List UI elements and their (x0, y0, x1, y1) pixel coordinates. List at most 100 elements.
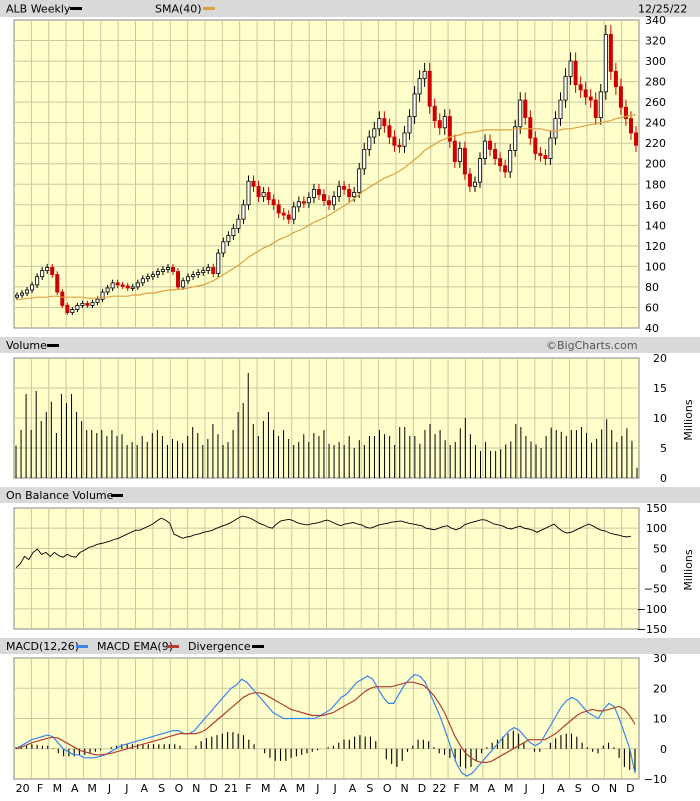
candle-body (221, 241, 226, 254)
candle-body (603, 33, 608, 93)
candle-body (342, 185, 347, 190)
candle-body (95, 298, 100, 303)
candle-body (457, 147, 462, 163)
volume-tick-label: 20 (653, 352, 667, 365)
candle-body (186, 276, 191, 282)
macd-tick-label: 20 (653, 682, 667, 695)
macd-title: MACD(12,26) (6, 640, 79, 653)
candle-body (598, 91, 603, 118)
candle-body (422, 70, 427, 79)
candle-body (160, 269, 165, 272)
candle-body (518, 99, 523, 128)
candle-body (452, 140, 457, 163)
price-tick-label: 340 (645, 14, 666, 27)
candle-body (382, 118, 387, 127)
x-axis-label: D (626, 782, 634, 795)
candle-body (573, 60, 578, 86)
candle-body (60, 291, 65, 306)
candle-body (50, 267, 55, 276)
x-axis-label: J (124, 782, 128, 795)
volume-tick-label: 5 (660, 442, 667, 455)
volume-strip (0, 337, 700, 353)
candle-body (477, 158, 482, 183)
volume-tick-label: 10 (653, 412, 667, 425)
candle-body (110, 282, 115, 289)
volume-title: Volume (6, 339, 47, 352)
x-axis-label: J (333, 782, 337, 795)
x-axis-label: F (37, 782, 43, 795)
price-tick-label: 240 (645, 117, 666, 130)
price-tick-label: 160 (645, 199, 666, 212)
candle-body (583, 89, 588, 98)
price-tick-label: 40 (645, 322, 659, 335)
divergence-title: Divergence (188, 640, 251, 653)
x-axis-label: A (279, 782, 287, 795)
macd-legend-swatch (76, 645, 88, 648)
candle-body (125, 285, 130, 289)
candle-body (427, 70, 432, 107)
candle-body (367, 136, 372, 150)
candle-body (523, 99, 528, 118)
x-axis-label: N (192, 782, 200, 795)
candle-body (372, 128, 377, 138)
candle-body (165, 267, 170, 270)
obv-tick-label: −50 (644, 583, 667, 596)
candle-body (337, 185, 342, 197)
candle-body (377, 118, 382, 130)
candle-body (437, 120, 442, 129)
obv-tick-label: −150 (637, 623, 667, 636)
candle-body (462, 147, 467, 175)
candle-body (105, 287, 110, 293)
macd-ema-legend-swatch (167, 645, 179, 648)
volume-tick-label: 0 (660, 472, 667, 485)
macd-ema-line (15, 681, 636, 764)
obv-tick-label: 0 (660, 563, 667, 576)
x-axis-label: S (366, 782, 373, 795)
candle-body (608, 33, 613, 72)
obv-legend-swatch (111, 494, 123, 497)
candle-body (311, 188, 316, 199)
x-axis-label: 22 (432, 782, 446, 795)
candle-body (498, 158, 503, 167)
candle-body (115, 282, 120, 286)
obv-strip (0, 487, 700, 503)
candle-body (261, 192, 266, 197)
x-axis-label: O (175, 782, 184, 795)
x-axis-label: D (209, 782, 217, 795)
macd-tick-label: −10 (644, 773, 667, 786)
x-axis-label: J (524, 782, 528, 795)
candle-body (30, 284, 35, 291)
x-axis-label: O (591, 782, 600, 795)
macd-line (15, 673, 636, 777)
candle-body (85, 302, 90, 306)
candle-body (191, 274, 196, 278)
candle-body (35, 276, 40, 286)
obv-tick-label: 100 (646, 522, 667, 535)
candle-body (75, 305, 80, 310)
candle-body (417, 78, 422, 95)
candle-body (251, 180, 256, 187)
macd-tick-label: 10 (653, 713, 667, 726)
candle-body (271, 199, 276, 206)
candle-body (216, 252, 221, 274)
candle-body (347, 188, 352, 197)
candle-body (538, 153, 543, 156)
candle-body (276, 204, 281, 214)
candle-body (432, 105, 437, 122)
candle-body (211, 267, 216, 274)
candle-body (281, 212, 286, 216)
x-axis-label: J (541, 782, 545, 795)
macd-strip (0, 638, 700, 654)
x-axis-label: J (107, 782, 111, 795)
candle-body (291, 206, 296, 220)
candle-body (181, 280, 186, 288)
candle-body (301, 201, 306, 204)
candle-body (286, 214, 291, 220)
candle-body (613, 70, 618, 88)
obv-line (15, 515, 632, 569)
x-axis-label: S (575, 782, 582, 795)
candle-body (321, 194, 326, 202)
price-tick-label: 180 (645, 178, 666, 191)
